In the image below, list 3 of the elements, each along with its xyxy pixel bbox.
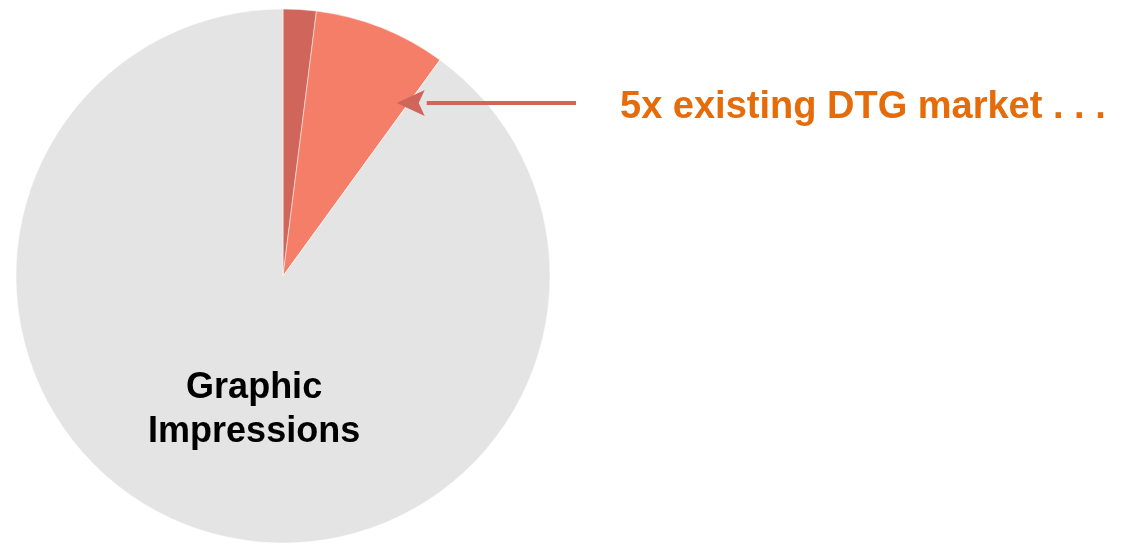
text: 5x existing DTG market . . . [620, 84, 1106, 126]
pie-slice [15, 8, 551, 543]
slice-label: Graphic Impressions [148, 364, 361, 450]
